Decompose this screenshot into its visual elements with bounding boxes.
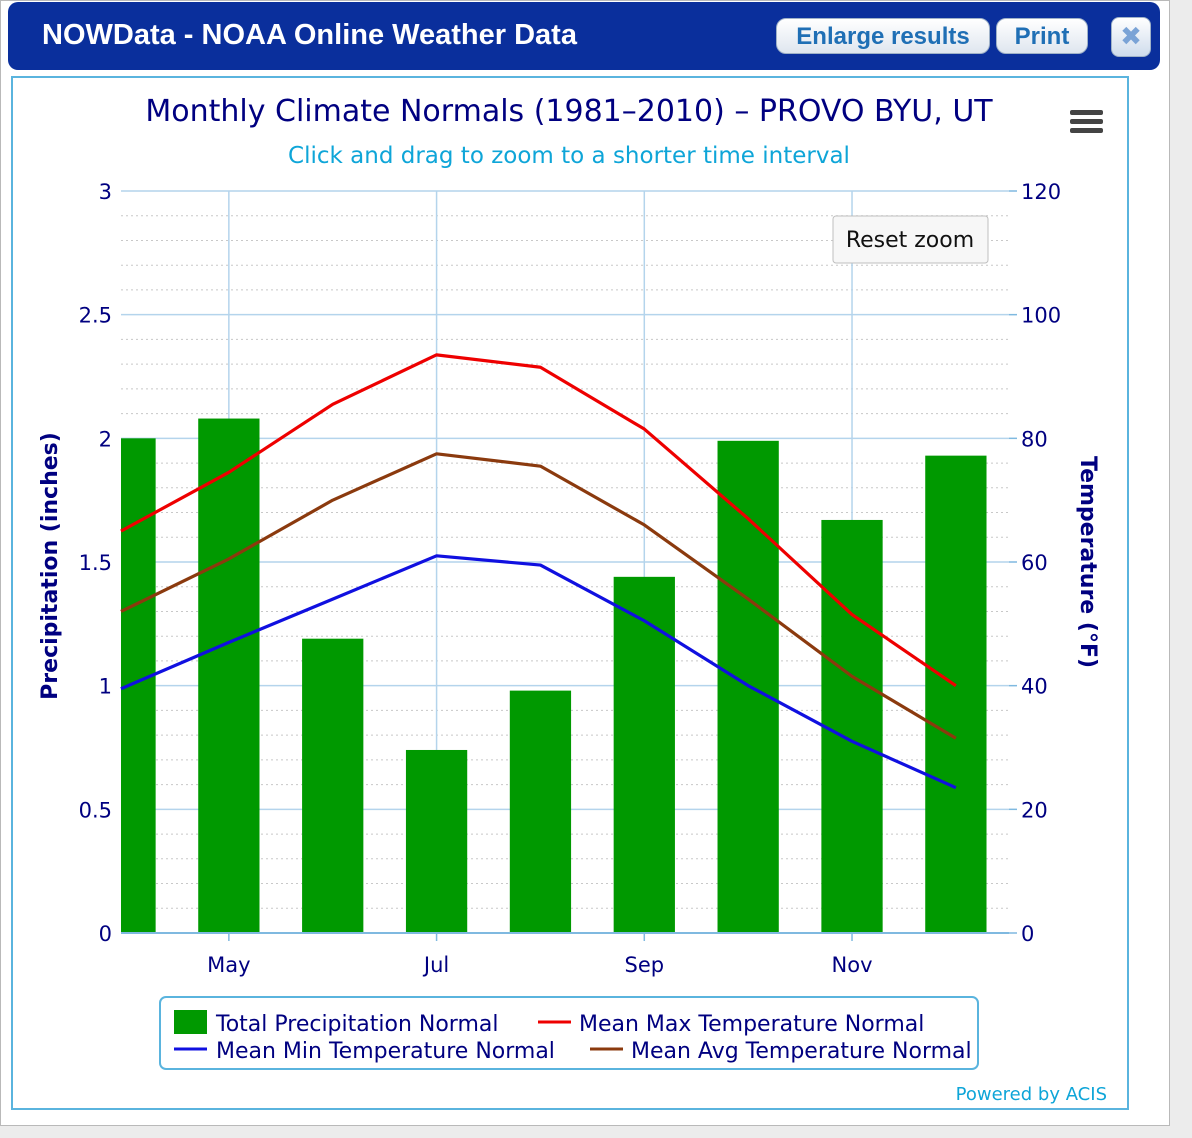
bar-precipitation[interactable]: [302, 638, 364, 933]
reset-zoom-label: Reset zoom: [846, 228, 974, 253]
legend-item-precip[interactable]: Total Precipitation Normal: [174, 1010, 498, 1037]
y-right-tick-label: 100: [1021, 304, 1061, 328]
window-title: NOWData - NOAA Online Weather Data: [42, 19, 577, 51]
x-tick-label: Nov: [832, 953, 873, 977]
x-tick-label: May: [207, 953, 250, 977]
reset-zoom-button[interactable]: Reset zoom: [832, 215, 989, 264]
legend-item-min-temp[interactable]: Mean Min Temperature Normal: [174, 1039, 555, 1064]
y-right-tick-label: 120: [1021, 180, 1061, 204]
legend-item-avg-temp[interactable]: Mean Avg Temperature Normal: [590, 1039, 972, 1064]
line-min-temp[interactable]: [120, 554, 957, 790]
y-right-axis-title: Temperature (°F): [1075, 456, 1100, 668]
legend-swatch-precip: [174, 1010, 207, 1034]
bar-precipitation[interactable]: [198, 418, 260, 934]
chart-subtitle: Click and drag to zoom to a shorter time…: [288, 143, 850, 169]
legend-label-avg-temp: Mean Avg Temperature Normal: [631, 1039, 972, 1064]
line-avg-temp[interactable]: [120, 452, 957, 740]
legend-label-max-temp: Mean Max Temperature Normal: [579, 1012, 924, 1037]
bar-precipitation[interactable]: [509, 690, 572, 933]
y-left-tick-label: 0.5: [79, 798, 112, 822]
y-left-tick-label: 0: [99, 922, 112, 946]
bar-precipitation[interactable]: [613, 576, 675, 933]
legend: Total Precipitation Normal Mean Max Temp…: [159, 996, 979, 1070]
y-left-tick-label: 1.5: [79, 551, 112, 575]
climate-chart[interactable]: 0 0.5 1 1.5 2 2.5 3 0 20 40 60 80 100 120 May Jul Sep Nov…: [13, 78, 1127, 1108]
chart-title: Monthly Climate Normals (1981–2010) – PR…: [145, 94, 993, 129]
y-right-tick-label: 0: [1021, 922, 1034, 946]
line-max-temp[interactable]: [120, 353, 957, 687]
y-right-tick-label: 80: [1021, 427, 1048, 451]
y-right-tick-label: 40: [1021, 675, 1048, 699]
legend-item-max-temp[interactable]: Mean Max Temperature Normal: [538, 1012, 924, 1037]
print-button[interactable]: Print: [996, 18, 1088, 54]
y-left-tick-label: 2: [99, 427, 112, 451]
x-tick-label: Sep: [625, 953, 665, 977]
dialog-window: NOWData - NOAA Online Weather Data Enlar…: [0, 0, 1170, 1126]
bar-precipitation[interactable]: [925, 455, 987, 933]
bar-precipitation[interactable]: [821, 519, 883, 933]
y-right-tick-label: 20: [1021, 798, 1048, 822]
close-icon[interactable]: ✖: [1111, 17, 1151, 57]
legend-label-min-temp: Mean Min Temperature Normal: [216, 1039, 555, 1064]
chart-frame: 0 0.5 1 1.5 2 2.5 3 0 20 40 60 80 100 120 May Jul Sep Nov…: [11, 76, 1129, 1110]
y-left-tick-label: 3: [99, 180, 112, 204]
y-left-tick-label: 1: [99, 675, 112, 699]
y-right-tick-label: 60: [1021, 551, 1048, 575]
bar-precipitation[interactable]: [405, 749, 468, 933]
y-left-tick-label: 2.5: [79, 304, 112, 328]
y-left-axis-title: Precipitation (inches): [38, 432, 63, 700]
title-bar[interactable]: NOWData - NOAA Online Weather Data Enlar…: [8, 2, 1160, 70]
x-tick-label: Jul: [422, 953, 449, 977]
enlarge-results-button[interactable]: Enlarge results: [776, 18, 990, 54]
credits-link[interactable]: Powered by ACIS: [956, 1084, 1107, 1105]
legend-label-precip: Total Precipitation Normal: [215, 1012, 498, 1037]
menu-icon[interactable]: [1070, 110, 1103, 133]
